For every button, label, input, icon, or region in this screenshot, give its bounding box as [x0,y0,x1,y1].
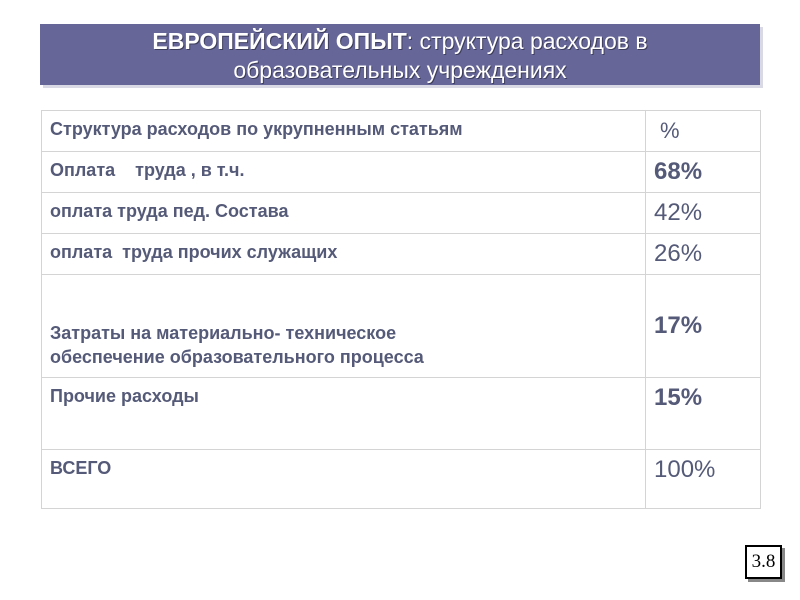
row-label-other-staff: оплата труда прочих служащих [41,233,646,275]
row-value-total: 100% [645,449,761,509]
slide-title-line2: образовательных учреждениях [233,57,567,83]
row-value-labor: 68% [645,151,761,193]
row-label-line2: обеспечение образовательного процесса [50,347,424,367]
table-row: оплата труда пед. Состава 42% [41,192,761,234]
header-label-cell: Структура расходов по укрупненным статья… [41,110,646,152]
row-label-labor: Оплата труда , в т.ч. [41,151,646,193]
table-header-row: Структура расходов по укрупненным статья… [41,110,761,152]
row-label-total: ВСЕГО [41,449,646,509]
row-label-teaching-staff: оплата труда пед. Состава [41,192,646,234]
slide-title-banner: ЕВРОПЕЙСКИЙ ОПЫТ: структура расходов в о… [40,24,760,85]
row-value-other-expenses: 15% [645,377,761,450]
row-value-other-staff: 26% [645,233,761,275]
table-row: ВСЕГО 100% [41,449,761,509]
page-number-badge: 3.8 [745,545,782,579]
header-percent-cell: % [645,110,761,152]
row-label-other-expenses: Прочие расходы [41,377,646,450]
expense-structure-table: Структура расходов по укрупненным статья… [41,110,761,509]
row-label-line1: Затраты на материально- техническое [50,323,397,343]
row-value-teaching-staff: 42% [645,192,761,234]
table-row: Оплата труда , в т.ч. 68% [41,151,761,193]
table-row: Прочие расходы 15% [41,377,761,450]
row-label-material-support: Затраты на материально- техническое обесп… [41,274,646,378]
title-rest-part: : структура расходов в [406,28,648,54]
table-row: Затраты на материально- техническое обесп… [41,274,761,378]
table-row: оплата труда прочих служащих 26% [41,233,761,275]
row-value-material-support: 17% [645,274,761,378]
title-bold-part: ЕВРОПЕЙСКИЙ ОПЫТ [152,28,407,54]
slide-title-line1: ЕВРОПЕЙСКИЙ ОПЫТ: структура расходов в [40,27,760,56]
